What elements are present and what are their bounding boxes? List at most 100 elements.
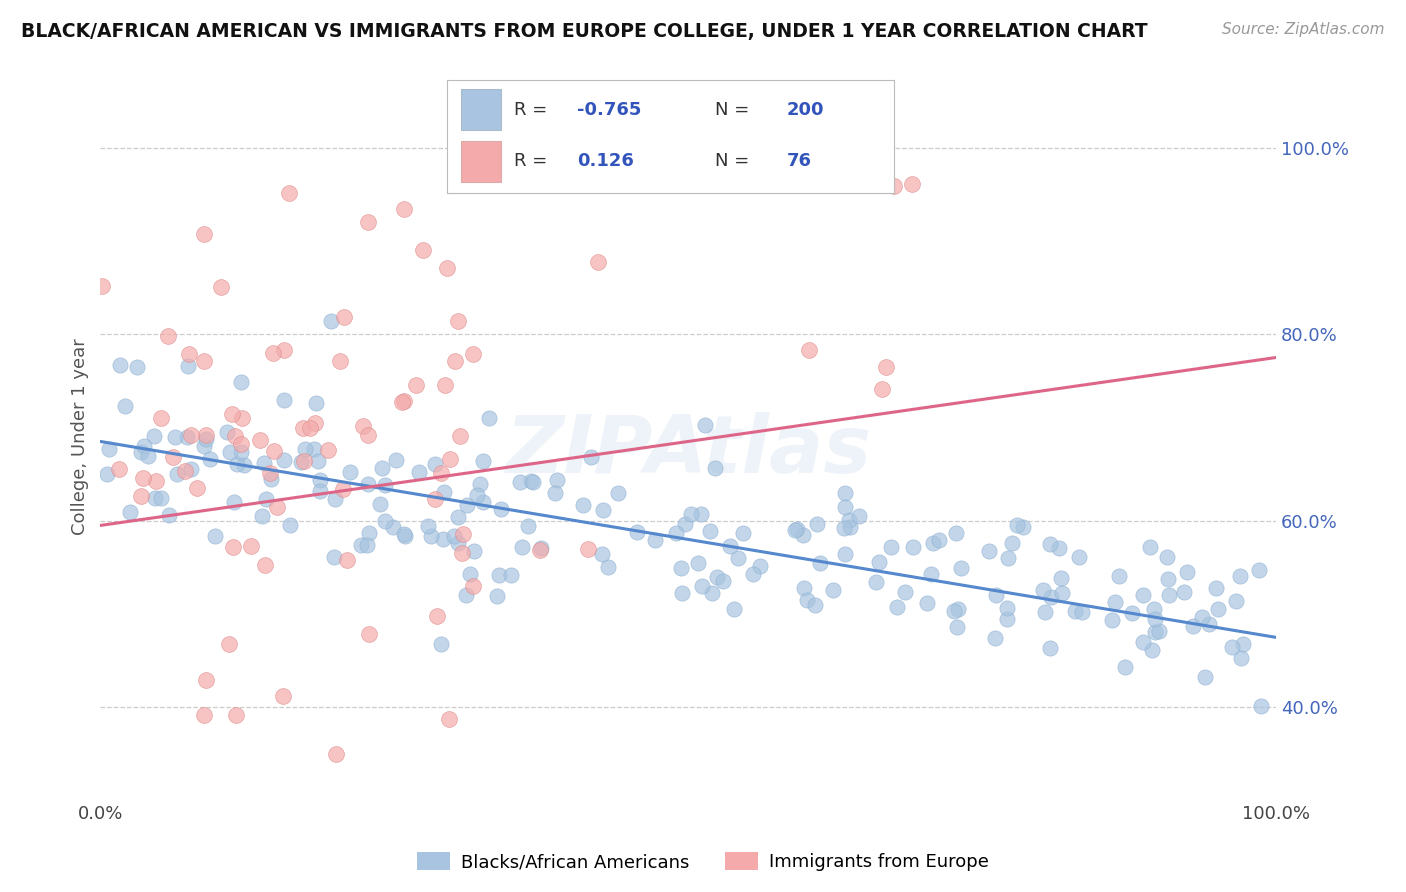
Text: BLACK/AFRICAN AMERICAN VS IMMIGRANTS FROM EUROPE COLLEGE, UNDER 1 YEAR CORRELATI: BLACK/AFRICAN AMERICAN VS IMMIGRANTS FRO… xyxy=(21,22,1147,41)
Point xyxy=(865,575,887,590)
Point xyxy=(166,467,188,481)
Point xyxy=(1104,595,1126,609)
Point xyxy=(253,456,276,470)
Point xyxy=(1229,651,1251,665)
Point xyxy=(149,410,172,425)
Point xyxy=(444,353,467,368)
Point xyxy=(823,583,845,598)
Point xyxy=(471,453,494,467)
Point xyxy=(356,538,378,552)
Point xyxy=(883,179,905,194)
Point xyxy=(259,467,281,481)
Point xyxy=(1108,569,1130,583)
Point xyxy=(382,520,405,534)
Point xyxy=(572,499,595,513)
Point xyxy=(1050,586,1073,600)
Point xyxy=(1039,641,1062,656)
Point xyxy=(1039,591,1062,605)
Point xyxy=(97,442,120,457)
Point xyxy=(412,243,434,257)
Point xyxy=(307,454,329,468)
Point xyxy=(359,627,381,641)
Point xyxy=(808,556,831,570)
Point xyxy=(149,491,172,505)
Point xyxy=(727,551,749,566)
Point xyxy=(742,567,765,582)
Point xyxy=(1147,624,1170,638)
Point xyxy=(576,541,599,556)
Point xyxy=(673,517,696,532)
Point xyxy=(530,541,553,555)
Point xyxy=(209,280,232,294)
Point xyxy=(1191,610,1213,624)
Point xyxy=(1198,617,1220,632)
Point xyxy=(832,521,855,535)
Point xyxy=(186,481,208,495)
Point xyxy=(1143,612,1166,626)
Point xyxy=(439,452,461,467)
Point xyxy=(385,453,408,467)
Point xyxy=(977,544,1000,558)
Point xyxy=(921,535,943,549)
Point xyxy=(357,477,380,491)
Point xyxy=(352,418,374,433)
Point xyxy=(529,543,551,558)
Point xyxy=(606,486,628,500)
Point xyxy=(222,495,245,509)
Point xyxy=(108,359,131,373)
Point xyxy=(273,343,295,357)
Point xyxy=(586,255,609,269)
Point xyxy=(879,540,901,554)
Point xyxy=(374,477,396,491)
Point xyxy=(408,465,430,479)
Point xyxy=(703,461,725,475)
Point xyxy=(394,529,416,543)
Point xyxy=(350,538,373,552)
Point xyxy=(1067,549,1090,564)
Point xyxy=(467,488,489,502)
Point xyxy=(1121,606,1143,620)
Point xyxy=(488,567,510,582)
Point xyxy=(195,427,218,442)
Point xyxy=(218,445,240,459)
Point xyxy=(792,528,814,542)
Point xyxy=(450,546,472,560)
Point xyxy=(231,375,253,389)
Point xyxy=(319,313,342,327)
Point xyxy=(426,609,449,624)
Point xyxy=(1205,581,1227,595)
Point xyxy=(693,418,716,433)
Point xyxy=(1039,537,1062,551)
Point xyxy=(225,457,247,471)
Point xyxy=(1225,594,1247,608)
Point xyxy=(522,475,544,489)
Point xyxy=(470,477,492,491)
Point xyxy=(699,524,721,539)
Point xyxy=(471,494,494,508)
Point xyxy=(323,550,346,565)
Point xyxy=(946,620,969,634)
Point xyxy=(1250,699,1272,714)
Point xyxy=(177,359,200,373)
Point xyxy=(302,442,325,457)
Point xyxy=(1005,518,1028,533)
Point xyxy=(461,579,484,593)
Point xyxy=(669,560,692,574)
Point xyxy=(945,525,967,540)
Point xyxy=(430,637,453,651)
Point xyxy=(436,260,458,275)
Point xyxy=(499,567,522,582)
Point xyxy=(368,497,391,511)
Point xyxy=(783,524,806,538)
Point xyxy=(689,507,711,521)
Point xyxy=(429,466,451,480)
Point xyxy=(591,547,613,561)
Point xyxy=(848,508,870,523)
Point xyxy=(838,520,860,534)
Point xyxy=(419,528,441,542)
Point xyxy=(793,582,815,596)
Point xyxy=(1101,613,1123,627)
Point xyxy=(1249,563,1271,577)
Point xyxy=(520,474,543,488)
Point xyxy=(193,227,215,241)
